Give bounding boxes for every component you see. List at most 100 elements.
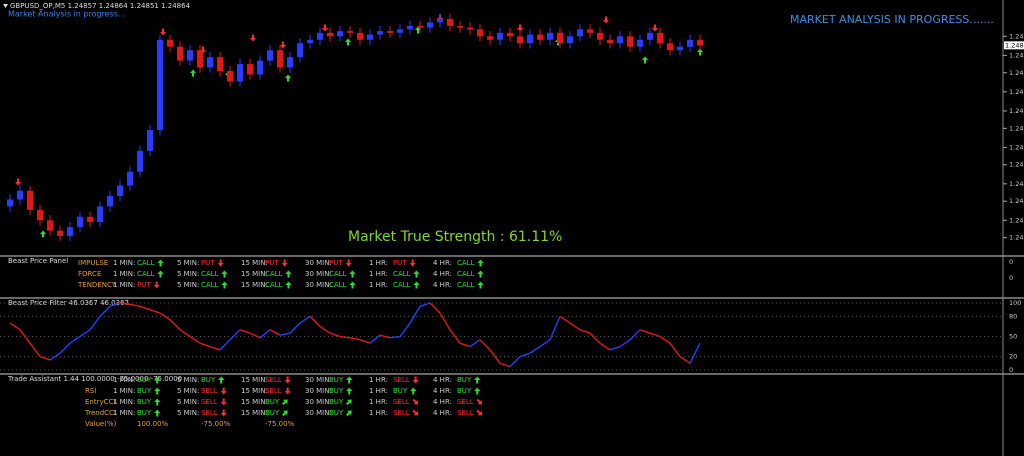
filter-line [279, 332, 291, 336]
candle-body [237, 64, 243, 82]
signal-text: CALL [457, 270, 475, 278]
filter-line [629, 329, 641, 341]
sell-arrow [160, 28, 166, 36]
signal-arrow [285, 270, 292, 278]
candle-body [607, 39, 613, 44]
signal-text: BUY [457, 376, 472, 384]
signal-text: CALL [457, 259, 475, 267]
timeframe-label: 5 MIN: [177, 281, 199, 289]
buy-arrow [190, 69, 196, 77]
signal-text: BUY [329, 398, 344, 406]
candle-body [377, 31, 383, 35]
filter-line [559, 315, 571, 324]
row-label: TrendCCI [84, 409, 116, 417]
candle-body [57, 230, 63, 236]
candle-body [157, 39, 163, 131]
filter-line [309, 315, 321, 327]
filter-line [289, 322, 301, 334]
value-text: -75.00% [201, 420, 231, 428]
filter-line [429, 302, 441, 314]
filter-line [459, 342, 471, 348]
candle-body [687, 39, 693, 47]
signal-text: SELL [201, 398, 218, 406]
candle-body [47, 220, 53, 231]
y-tick-label: 1.24415 [1009, 197, 1024, 205]
value-text: 100.00% [137, 420, 168, 428]
candle-body [407, 25, 413, 30]
filter-line [669, 342, 681, 358]
buy-arrow [697, 48, 703, 56]
signal-text: CALL [393, 281, 411, 289]
y-tick-label: 50 [1009, 333, 1017, 341]
candle-body [557, 32, 563, 44]
timeframe-label: 4 HR: [433, 398, 452, 406]
signal-arrow [474, 387, 481, 395]
candle-body [367, 34, 373, 40]
filter-line [179, 329, 191, 338]
timeframe-label: 1 MIN: [113, 398, 135, 406]
filter-line [599, 342, 611, 351]
filter-line [9, 322, 21, 331]
candle-body [77, 216, 83, 228]
filter-line [79, 329, 91, 338]
candle-body [37, 209, 43, 221]
panel-title: Beast Price Panel [8, 257, 68, 265]
signal-text: BUY [137, 398, 152, 406]
timeframe-label: 5 MIN: [177, 409, 199, 417]
candle-body [277, 50, 283, 68]
candle-body [507, 32, 513, 37]
candle-body [307, 39, 313, 44]
signal-text: CALL [265, 270, 283, 278]
filter-line [209, 345, 221, 351]
signal-text: BUY [265, 409, 280, 417]
filter-line [469, 339, 481, 348]
filter-line [659, 335, 671, 344]
signal-arrow [346, 387, 353, 395]
timeframe-label: 15 MIN: [241, 376, 268, 384]
filter-line [59, 342, 71, 354]
candle-body [587, 29, 593, 33]
signal-text: CALL [329, 281, 347, 289]
signal-arrow [412, 376, 419, 384]
signal-arrow [220, 398, 227, 406]
signal-text: BUY [393, 387, 408, 395]
candle-body [457, 25, 463, 28]
signal-text: PUT [201, 259, 215, 267]
filter-line [479, 339, 491, 351]
timeframe-label: 4 HR: [433, 409, 452, 417]
timeframe-label: 15 MIN: [241, 387, 268, 395]
timeframe-label: 1 HR: [369, 259, 388, 267]
candle-body [247, 64, 253, 75]
signal-text: SELL [393, 398, 410, 406]
timeframe-label: 4 HR: [433, 281, 452, 289]
row-label: FORCE [78, 270, 101, 278]
filter-line [369, 334, 381, 344]
signal-arrow [477, 270, 484, 278]
row-label: EntryCCI [85, 398, 115, 406]
timeframe-label: 15 MIN: [241, 281, 268, 289]
timeframe-label: 5 MIN: [177, 398, 199, 406]
filter-line [569, 322, 581, 331]
signal-text: BUY [329, 387, 344, 395]
signal-text: SELL [265, 387, 282, 395]
filter-line [29, 342, 41, 358]
candle-body [177, 46, 183, 61]
signal-arrow [220, 409, 227, 417]
candle-body [597, 32, 603, 40]
filter-line [329, 332, 341, 338]
timeframe-label: 15 MIN: [241, 398, 268, 406]
timeframe-label: 1 HR: [369, 270, 388, 278]
signal-arrow [349, 281, 356, 289]
timeframe-label: 1 HR: [369, 398, 388, 406]
candle-body [217, 57, 223, 72]
candle-body [477, 29, 483, 37]
signal-text: CALL [137, 259, 155, 267]
signal-arrow [153, 281, 160, 289]
menu-triangle[interactable] [3, 4, 8, 8]
filter-line [409, 305, 421, 324]
signal-text: BUY [265, 398, 280, 406]
filter-line [689, 342, 701, 364]
buy-arrow [642, 56, 648, 64]
signal-arrow [154, 387, 161, 395]
